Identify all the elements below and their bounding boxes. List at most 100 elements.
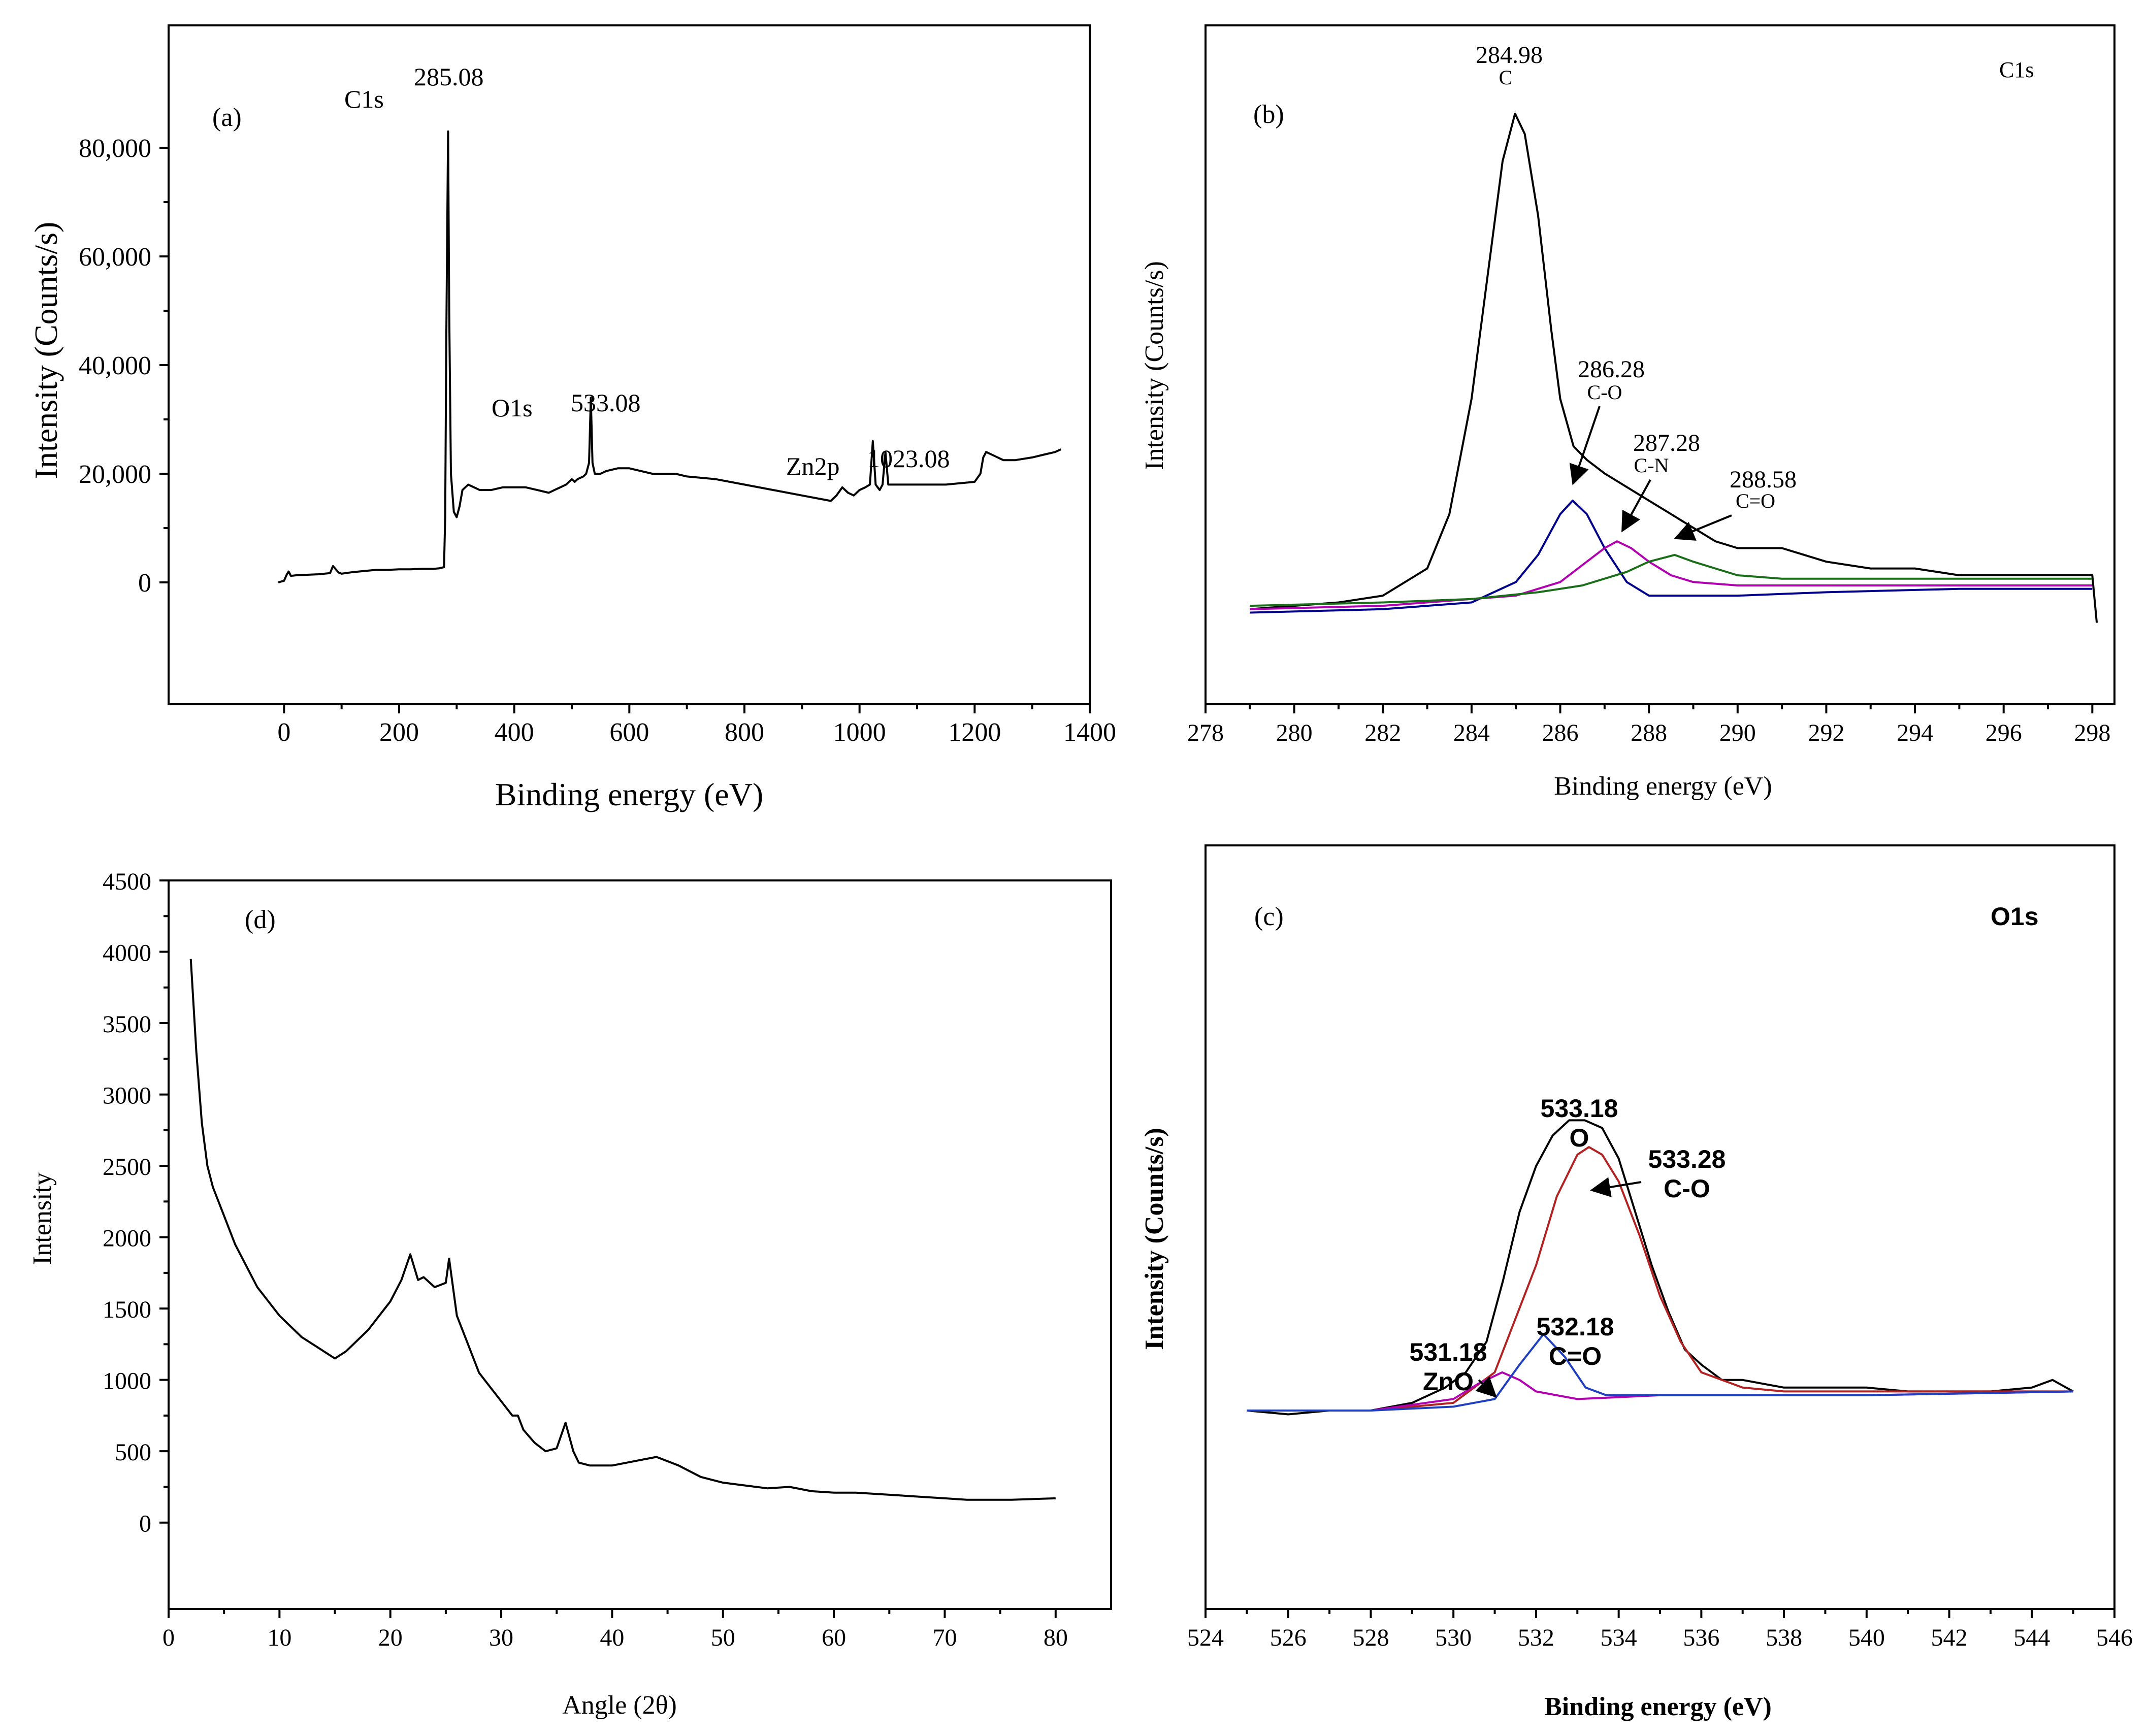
x-tick-label: 30 xyxy=(489,1624,513,1651)
annotation-c-eq-o: C=O xyxy=(1736,489,1775,512)
y-tick-label: 3000 xyxy=(103,1083,151,1109)
panel-a-ylabel: Intensity (Counts/s) xyxy=(28,222,64,479)
panel-c-ticks: 524 526 528 530 532 534 536 538 540 542 544 546 xyxy=(1187,1609,2133,1651)
panel-b-xlabel: Binding energy (eV) xyxy=(1554,772,1772,801)
panel-b-series xyxy=(1250,112,2098,623)
panel-b-frame xyxy=(1205,24,2116,705)
annotation-286-28: 286.28 xyxy=(1578,356,1645,383)
x-tick-label: 542 xyxy=(1931,1624,1968,1651)
annotation-533-08: 533.08 xyxy=(571,388,641,417)
panel-a-series xyxy=(278,130,1062,583)
x-tick-label: 282 xyxy=(1364,719,1401,746)
annotation-c-eq-o-c: C=O xyxy=(1549,1342,1602,1370)
panel-c-letter: (c) xyxy=(1254,902,1284,931)
annotation-c: C xyxy=(1499,66,1513,89)
y-tick-label: 0 xyxy=(138,569,151,598)
arrow-zno xyxy=(1475,1376,1497,1398)
x-tick-label: 536 xyxy=(1683,1624,1719,1651)
panel-c-title: O1s xyxy=(1991,902,2039,931)
series-line-1 xyxy=(1250,499,2093,614)
panel-d-series xyxy=(189,959,1056,1501)
annotation-287-28: 287.28 xyxy=(1633,430,1700,456)
x-tick-label: 530 xyxy=(1435,1624,1472,1651)
series-line-2 xyxy=(1250,540,2093,610)
x-tick-label: 546 xyxy=(2096,1624,2133,1651)
arrow-c-o xyxy=(1569,406,1601,485)
x-tick-label: 1200 xyxy=(948,718,1001,747)
x-tick-label: 286 xyxy=(1542,719,1579,746)
x-tick-label: 50 xyxy=(711,1624,735,1651)
panel-a-frame xyxy=(168,24,1091,705)
panel-c-xlabel: Binding energy (eV) xyxy=(1544,1692,1772,1721)
x-tick-label: 400 xyxy=(495,718,534,747)
annotation-c1s: C1s xyxy=(344,85,384,113)
x-tick-label: 290 xyxy=(1719,719,1756,746)
annotation-1023-08: 1023.08 xyxy=(867,444,950,473)
x-tick-label: 800 xyxy=(725,718,764,747)
x-tick-label: 0 xyxy=(277,718,290,747)
x-tick-label: 70 xyxy=(932,1624,957,1651)
series-line-3 xyxy=(1250,553,2093,607)
x-tick-label: 280 xyxy=(1276,719,1313,746)
annotation-531-18: 531.18 xyxy=(1410,1338,1487,1366)
x-tick-label: 292 xyxy=(1808,719,1844,746)
arrow-c-o-c xyxy=(1590,1177,1642,1197)
annotation-o: O xyxy=(1570,1124,1589,1152)
x-tick-label: 0 xyxy=(162,1624,175,1651)
panel-c-ylabel: Intensity (Counts/s) xyxy=(1140,1128,1169,1350)
x-tick-label: 10 xyxy=(267,1624,291,1651)
x-tick-label: 600 xyxy=(609,718,649,747)
y-tick-label: 80,000 xyxy=(79,134,151,163)
x-tick-label: 284 xyxy=(1453,719,1490,746)
y-tick-label: 40,000 xyxy=(79,351,151,380)
y-tick-label: 3500 xyxy=(103,1011,151,1038)
annotation-533-28: 533.28 xyxy=(1648,1145,1726,1173)
panel-d-ticks: 0 10 20 30 40 50 60 70 80 0 500 1000 1500 2000 2500 300… xyxy=(103,868,1068,1651)
y-tick-label: 1500 xyxy=(103,1296,151,1323)
x-tick-label: 538 xyxy=(1766,1624,1802,1651)
annotation-288-58: 288.58 xyxy=(1730,466,1797,493)
annotation-532-18: 532.18 xyxy=(1537,1313,1614,1341)
series-line-0 xyxy=(278,130,1062,583)
panel-b: 278 280 282 284 286 288 290 292 294 296 298 (b) C1… xyxy=(1140,24,2116,801)
x-tick-label: 296 xyxy=(1986,719,2022,746)
x-tick-label: 20 xyxy=(378,1624,403,1651)
panel-d: 0 10 20 30 40 50 60 70 80 0 500 1000 1500 2000 2500 300… xyxy=(28,868,1112,1720)
panel-d-frame xyxy=(168,879,1112,1610)
x-tick-label: 540 xyxy=(1848,1624,1885,1651)
y-tick-label: 4500 xyxy=(103,868,151,895)
arrow-c-n xyxy=(1621,479,1651,533)
panel-c: 524 526 528 530 532 534 536 538 540 542 544 546 (c)… xyxy=(1140,844,2133,1721)
x-tick-label: 526 xyxy=(1270,1624,1307,1651)
y-tick-label: 20,000 xyxy=(79,460,151,489)
panel-d-letter: (d) xyxy=(245,905,276,934)
y-tick-label: 0 xyxy=(139,1511,151,1537)
x-tick-label: 1400 xyxy=(1063,718,1116,747)
y-tick-label: 2500 xyxy=(103,1154,151,1181)
y-tick-label: 60,000 xyxy=(79,243,151,272)
arrow-c-eq-o xyxy=(1674,514,1732,541)
annotation-zn2p: Zn2p xyxy=(786,452,840,480)
panel-a-letter: (a) xyxy=(212,103,242,132)
panel-a-ticks: 0 200 400 600 800 1000 1200 1400 0 20,000 40,000 60… xyxy=(79,134,1116,747)
annotation-285-08: 285.08 xyxy=(414,62,484,91)
series-line-3 xyxy=(1247,1333,2073,1412)
panel-b-title: C1s xyxy=(1999,57,2034,82)
y-tick-label: 2000 xyxy=(103,1225,151,1252)
x-tick-label: 200 xyxy=(379,718,419,747)
series-line-0 xyxy=(189,959,1056,1501)
x-tick-label: 80 xyxy=(1044,1624,1068,1651)
panel-b-annotations: 284.98 C 286.28 C-O 287.28 C-N 288.58 C=… xyxy=(1476,42,1797,541)
x-tick-label: 294 xyxy=(1897,719,1933,746)
x-tick-label: 534 xyxy=(1601,1624,1637,1651)
series-line-0 xyxy=(1250,112,2098,623)
panel-c-series xyxy=(1247,1119,2074,1416)
panel-d-ylabel: Intensity xyxy=(28,1172,57,1265)
panel-a: 0 200 400 600 800 1000 1200 1400 0 20,000 40,000 60… xyxy=(28,24,1116,812)
panel-a-xlabel: Binding energy (eV) xyxy=(495,776,763,812)
panel-c-annotations: 533.18 O 533.28 C-O 531.18 ZnO 532.18 C=… xyxy=(1410,1094,1726,1398)
series-line-1 xyxy=(1247,1146,2073,1412)
x-tick-label: 288 xyxy=(1631,719,1667,746)
x-tick-label: 524 xyxy=(1187,1624,1224,1651)
